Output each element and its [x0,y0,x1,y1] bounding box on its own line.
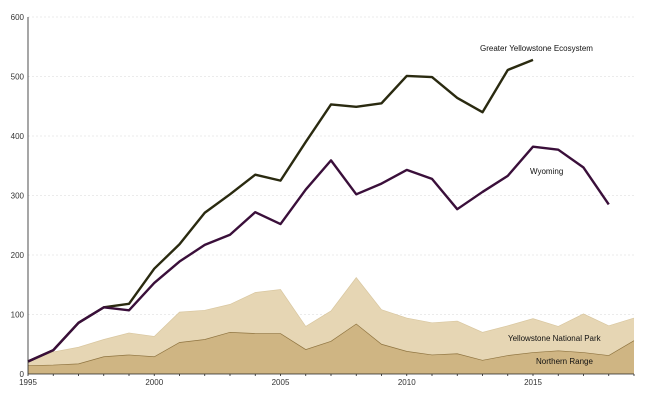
area-northern-range [28,324,634,374]
area-edge-northern-range [27,323,635,367]
y-tick-label-400: 400 [11,132,25,141]
x-tick-label-2015: 2015 [524,378,542,387]
line-wyoming [27,145,610,363]
series-label-ynp: Yellowstone National Park [508,334,602,343]
y-tick-label-200: 200 [11,251,25,260]
y-tick-label-500: 500 [11,73,25,82]
series-label-wyoming: Wyoming [530,167,563,176]
x-tick-label-2010: 2010 [398,378,416,387]
line-gye [27,58,534,363]
y-tick-label-0: 0 [20,370,25,379]
grid-lines [28,16,634,315]
y-tick-label-300: 300 [11,192,25,201]
y-tick-label-600: 600 [11,13,25,22]
series-label-gye: Greater Yellowstone Ecosystem [480,44,593,53]
axes: 0 100 200 300 400 500 600 1995 2000 2005 2010 2015 [11,13,635,387]
line-series [27,58,610,363]
area-edge-ynp [27,277,635,362]
x-tick-label-2000: 2000 [145,378,163,387]
x-tick-label-2005: 2005 [272,378,290,387]
area-series [27,277,635,374]
y-tick-label-100: 100 [11,311,25,320]
x-tick-label-1995: 1995 [19,378,37,387]
series-label-northern-range: Northern Range [536,357,593,366]
